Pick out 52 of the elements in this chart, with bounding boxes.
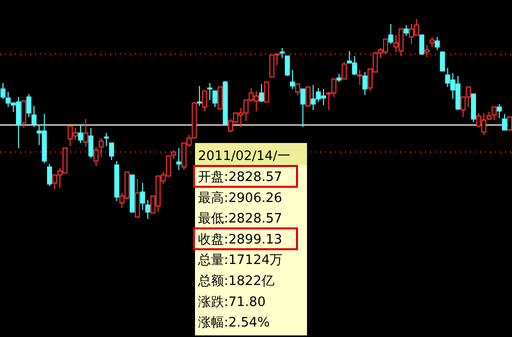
candlestick (404, 24, 409, 36)
candlestick (430, 36, 435, 48)
candlestick (212, 90, 218, 108)
candlestick (94, 146, 99, 166)
candlestick (295, 84, 300, 96)
candlestick (362, 72, 368, 96)
candlestick (218, 86, 223, 110)
candlestick (284, 56, 290, 76)
annotation: 最低:2828.57 (198, 212, 282, 227)
candlestick (496, 104, 502, 118)
candlestick (434, 36, 440, 50)
candlestick (196, 86, 202, 106)
text: 收盘:2899.13 (198, 232, 282, 248)
candlestick (26, 94, 32, 118)
annotation: 2011/02/14/一 (198, 149, 290, 164)
candlestick (83, 118, 88, 148)
candlestick (98, 138, 104, 158)
candlestick (88, 128, 94, 158)
annotation: 开盘:2828.57 (198, 170, 282, 185)
candlestick (145, 200, 150, 220)
candlestick (202, 90, 208, 112)
candlestick (32, 106, 37, 128)
candlestick (306, 86, 311, 106)
candlestick (419, 34, 424, 56)
text: 涨跌:71.80 (198, 294, 266, 310)
candlestick (290, 70, 296, 90)
annotation: 最高:2906.26 (198, 190, 282, 206)
candlestick (0, 82, 6, 100)
text: 涨幅:2.54% (198, 316, 270, 331)
candlestick (140, 182, 146, 210)
candlestick (280, 48, 285, 58)
candlestick (300, 88, 306, 128)
candlestick (424, 44, 430, 58)
candlestick (440, 52, 445, 72)
candlestick (342, 62, 347, 80)
candlestick (357, 70, 362, 86)
text: 总量:17124万 (197, 253, 283, 268)
candlestick (492, 106, 497, 120)
candlestick (259, 84, 264, 102)
candlestick (47, 164, 52, 186)
candlestick (388, 24, 394, 44)
candlestick (502, 114, 507, 130)
text: 总额:1822亿 (197, 274, 274, 289)
candlestick (507, 116, 512, 130)
candlestick (134, 178, 140, 218)
candlestick (78, 124, 84, 144)
candlestick (176, 148, 182, 170)
candlestick (264, 82, 270, 102)
candlestick (109, 142, 114, 160)
candlestick (21, 100, 26, 128)
candlestick (104, 132, 109, 146)
candlestick (207, 82, 212, 100)
